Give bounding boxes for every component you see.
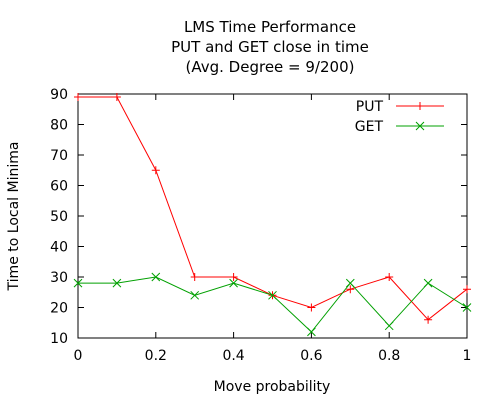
data-point-put (151, 166, 160, 175)
y-tick-label: 50 (50, 209, 68, 225)
data-point-put (112, 93, 121, 102)
data-point-put (229, 273, 238, 281)
y-tick-label: 70 (50, 148, 68, 164)
data-point-get (268, 290, 277, 300)
data-point-put (74, 93, 82, 102)
data-point-get (151, 272, 161, 282)
data-point-get (73, 278, 83, 288)
legend-marker-put (416, 102, 424, 110)
y-tick-label: 30 (50, 270, 68, 286)
x-tick-label: 0.8 (378, 348, 400, 364)
data-point-put (307, 303, 316, 312)
series-line-get (78, 276, 468, 333)
x-tick-label: 0.6 (300, 348, 322, 364)
x-tick-label: 1 (463, 348, 472, 364)
legend-label-get: GET (355, 119, 384, 135)
data-point-get (229, 278, 238, 288)
x-axis-label: Move probability (214, 379, 331, 395)
axis-ticks: 0 0.2 0.4 0.6 0.8 1 10 20 30 40 50 60 70 80 90 (50, 87, 471, 364)
series-line-put (78, 96, 468, 321)
series-put (74, 93, 471, 324)
y-tick-label: 80 (50, 118, 68, 134)
data-point-put (346, 285, 355, 294)
legend-marker-get (415, 121, 425, 131)
legend-label-put: PUT (356, 99, 384, 115)
chart-subtitle: PUT and GET close in time (171, 38, 369, 56)
y-tick-label: 20 (50, 301, 68, 317)
data-point-get (307, 327, 316, 337)
x-tick-label: 0.4 (222, 348, 244, 364)
data-point-get (462, 303, 472, 312)
data-point-put (424, 315, 433, 324)
data-point-put (190, 273, 199, 281)
x-tick-label: 0 (74, 348, 83, 364)
data-point-get (423, 278, 433, 288)
data-point-get (345, 278, 355, 288)
y-axis-label: Time to Local Minima (6, 142, 22, 292)
y-tick-label: 10 (50, 331, 68, 347)
data-point-put (463, 285, 471, 294)
series-get (73, 272, 472, 337)
data-point-get (384, 321, 394, 331)
y-tick-label: 90 (50, 87, 68, 103)
data-point-get (112, 278, 122, 288)
legend: PUT GET (355, 99, 444, 135)
chart-subtitle-degree: (Avg. Degree = 9/200) (186, 58, 355, 76)
y-tick-label: 60 (50, 179, 68, 195)
y-tick-label: 40 (50, 240, 68, 256)
data-point-get (190, 290, 200, 300)
series-layer (73, 93, 472, 337)
data-point-put (385, 273, 394, 281)
x-tick-label: 0.2 (145, 348, 167, 364)
plot-frame (77, 93, 468, 339)
chart-title: LMS Time Performance (184, 18, 356, 36)
